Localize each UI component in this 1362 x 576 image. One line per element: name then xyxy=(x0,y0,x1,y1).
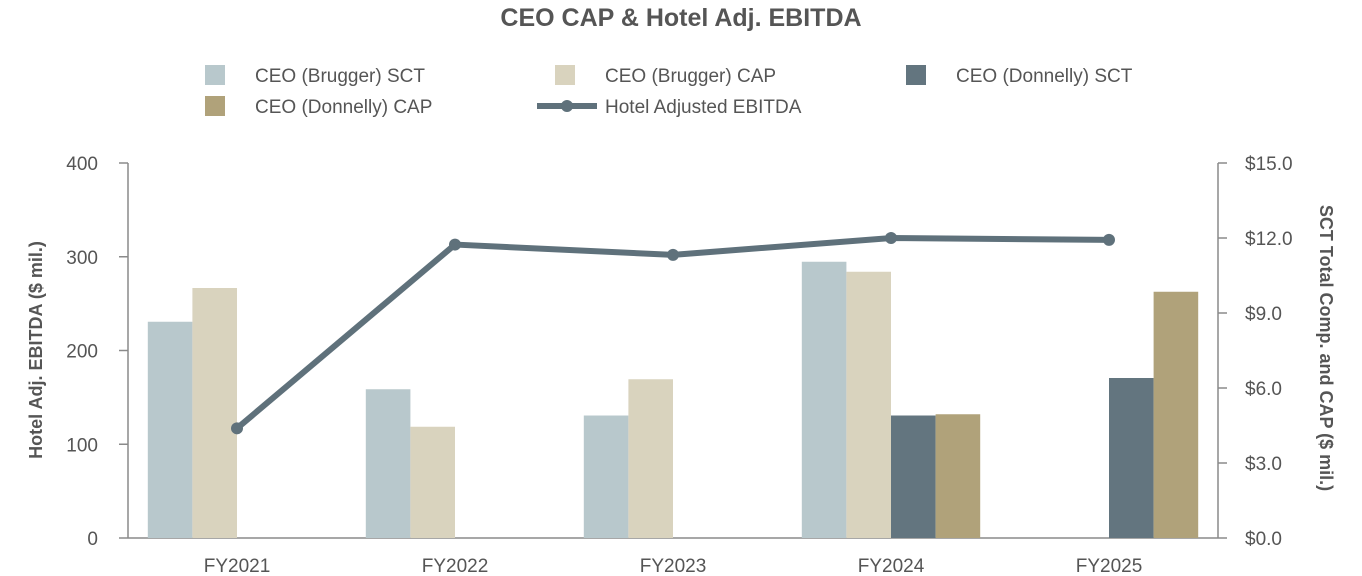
ebitda-point-fy2023 xyxy=(667,248,679,261)
legend-label: CEO (Donnelly) SCT xyxy=(956,66,1133,87)
bar-ceo-donnelly-cap-fy2025 xyxy=(1153,291,1199,538)
legend-swatch xyxy=(906,65,926,85)
y-axis-left-tick-label: 300 xyxy=(66,248,98,269)
legend-label: CEO (Brugger) SCT xyxy=(255,66,425,87)
bar-ceo-donnelly-sct-fy2024 xyxy=(891,415,936,538)
bar-ceo-brugger-cap-fy2024 xyxy=(846,271,891,538)
legend-label: CEO (Brugger) CAP xyxy=(605,66,776,87)
bar-ceo-brugger-sct-fy2022 xyxy=(365,389,411,538)
x-axis-tick-label: FY2025 xyxy=(1076,556,1143,576)
y-axis-right-tick-label: $0.0 xyxy=(1245,529,1282,550)
y-axis-right-label: SCT Total Comp. and CAP ($ mil.) xyxy=(1316,205,1336,491)
x-axis-tick-label: FY2022 xyxy=(422,556,489,576)
chart-title: CEO CAP & Hotel Adj. EBITDA xyxy=(500,4,861,32)
y-axis-right-tick-label: $3.0 xyxy=(1245,454,1282,475)
x-axis-tick-label: FY2021 xyxy=(204,556,271,576)
legend-label: CEO (Donnelly) CAP xyxy=(255,97,432,118)
bar-ceo-donnelly-cap-fy2024 xyxy=(935,414,981,538)
bars xyxy=(147,261,1199,538)
ebitda-point-fy2021 xyxy=(231,422,243,435)
legend-label: Hotel Adjusted EBITDA xyxy=(605,97,802,118)
legend-swatch xyxy=(555,65,575,85)
legend: CEO (Brugger) SCT CEO (Brugger) CAP CEO (D… xyxy=(205,65,1133,118)
y-axis-left-tick-label: 100 xyxy=(66,435,98,456)
y-axis-right-tick-label: $6.0 xyxy=(1245,379,1282,400)
bar-ceo-donnelly-sct-fy2025 xyxy=(1109,378,1154,538)
ebitda-point-fy2022 xyxy=(449,238,461,251)
ebitda-line-layer xyxy=(231,232,1115,435)
bar-ceo-brugger-cap-fy2023 xyxy=(628,379,673,538)
y-axis-left-tick-label: 400 xyxy=(66,154,98,175)
legend-swatch xyxy=(205,65,225,85)
y-axis-right-tick-label: $9.0 xyxy=(1245,304,1282,325)
ebitda-point-fy2025 xyxy=(1103,233,1115,246)
bar-ceo-brugger-sct-fy2024 xyxy=(801,261,847,538)
y-axis-right-tick-label: $15.0 xyxy=(1245,154,1293,175)
y-axis-left-tick-label: 0 xyxy=(87,529,98,550)
bar-ceo-brugger-cap-fy2022 xyxy=(410,426,455,538)
y-axis-left-tick-label: 200 xyxy=(66,342,98,363)
x-axis-tick-label: FY2024 xyxy=(858,556,925,576)
legend-swatch xyxy=(205,96,225,116)
bar-ceo-brugger-sct-fy2023 xyxy=(583,415,629,538)
bar-ceo-brugger-sct-fy2021 xyxy=(147,321,193,538)
bar-ceo-brugger-cap-fy2021 xyxy=(192,288,237,538)
y-axis-left-label: Hotel Adj. EBITDA ($ mil.) xyxy=(26,241,46,459)
ebitda-point-fy2024 xyxy=(885,232,897,244)
x-axis-tick-label: FY2023 xyxy=(640,556,707,576)
axes: 0 100 200 300 400 $0.0 $3.0 $6.0 $9.0 $12.0 $15.0 F… xyxy=(66,154,1292,576)
legend-swatch-marker xyxy=(561,100,573,112)
y-axis-right-tick-label: $12.0 xyxy=(1245,229,1293,250)
